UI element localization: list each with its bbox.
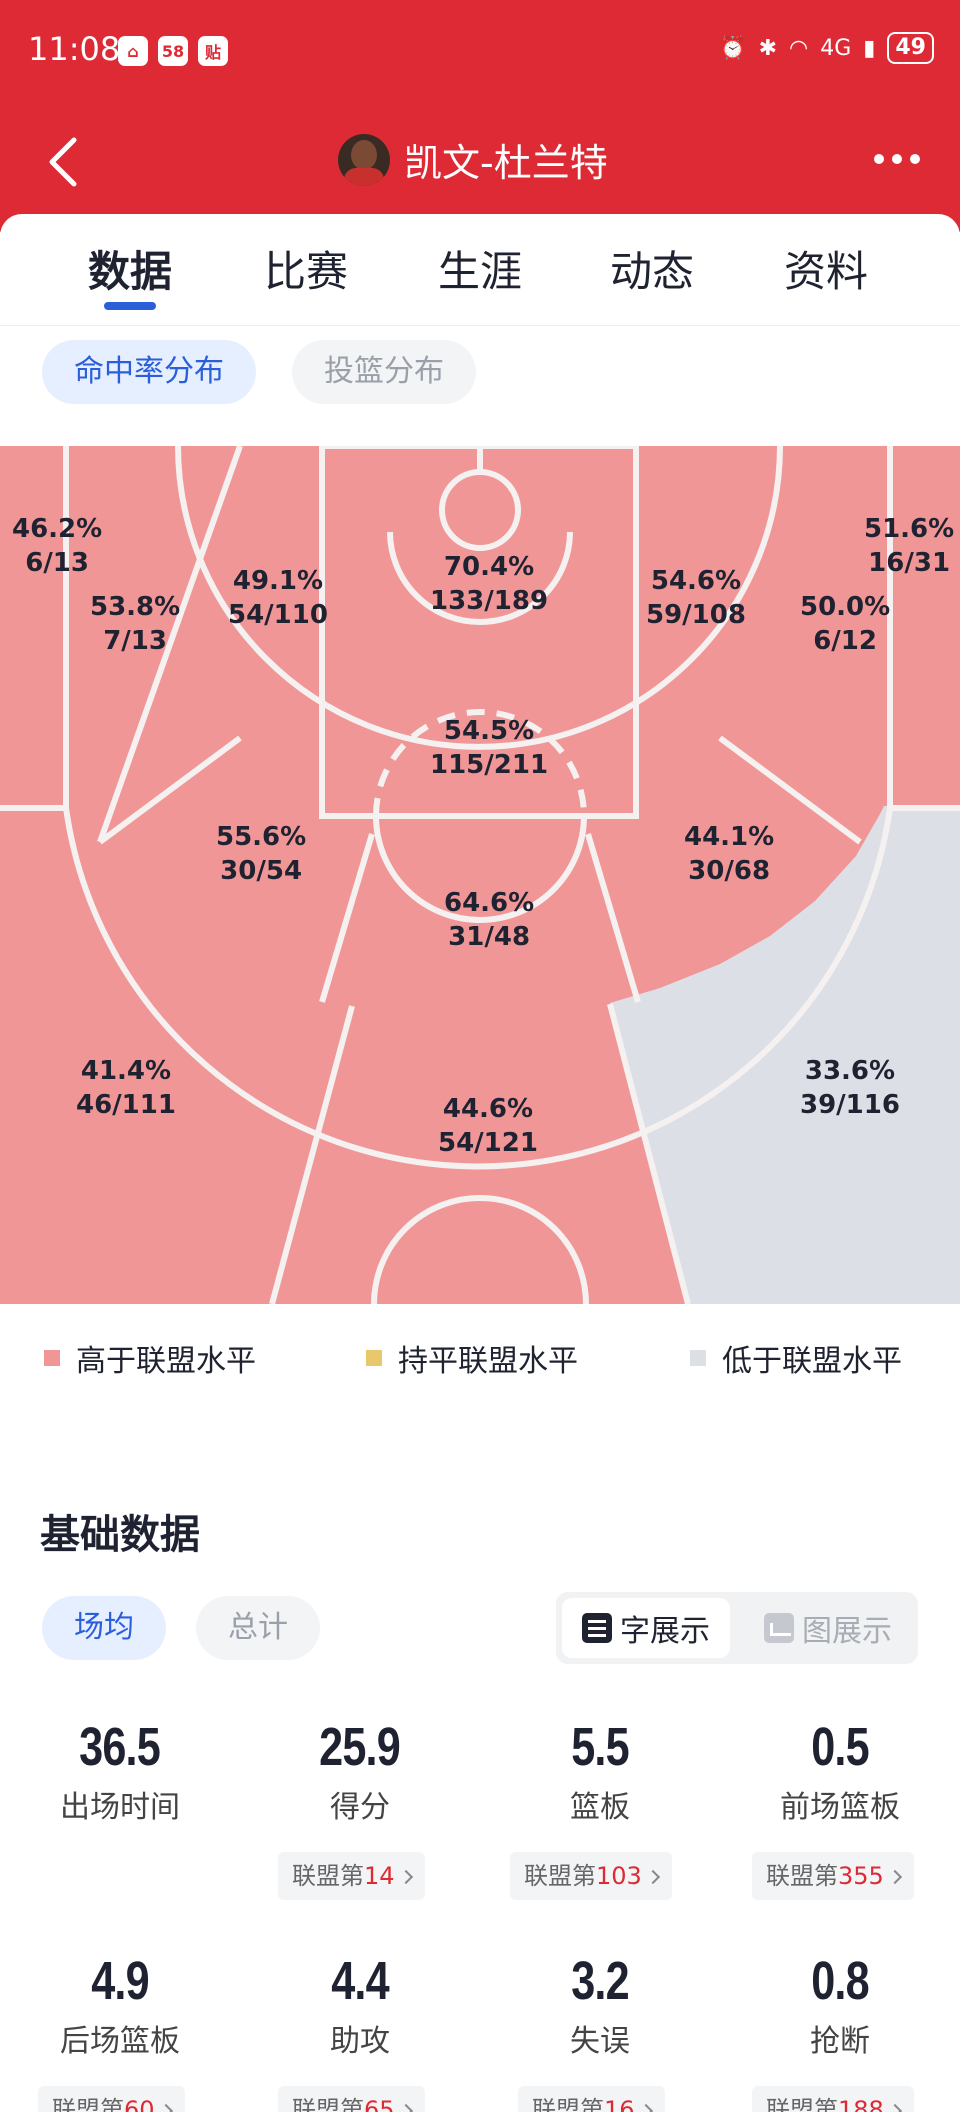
legend-equal: 持平联盟水平 (366, 1336, 578, 1380)
tab-career[interactable]: 生涯 (438, 247, 523, 296)
chevron-right-icon (887, 1869, 902, 1885)
zone-left-wing-3: 41.4% 46/111 (76, 1056, 176, 1120)
rank-defensive-rebounds-link[interactable]: 联盟第60 (38, 2086, 185, 2112)
free-throw-circle-upper (373, 709, 587, 817)
zone-top-3: 44.6% 54/121 (438, 1094, 538, 1158)
paint-box (319, 446, 639, 819)
main-tabs: 数据 比赛 生涯 动态 资料 (0, 214, 960, 326)
chevron-right-icon (398, 1869, 413, 1885)
tieba-app-icon: 贴 (198, 36, 228, 66)
rank-steals-link[interactable]: 联盟第188 (752, 2086, 914, 2112)
shot-chart-legend: 高于联盟水平 持平联盟水平 低于联盟水平 (0, 1336, 960, 1386)
page-title: 凯文-杜兰特 (404, 141, 608, 185)
tab-news[interactable]: 动态 (610, 247, 695, 296)
divider-right-elbow (718, 735, 862, 845)
chevron-right-icon (158, 2103, 173, 2112)
player-title: 凯文-杜兰特 (338, 132, 608, 187)
segment-total-button[interactable]: 总计 (196, 1596, 320, 1660)
status-bar: 11:08 ⌂ 58 贴 ⏰ ✱ ◠ 4G ▮ 49 (0, 0, 960, 104)
divider-left-top3 (269, 1005, 355, 1304)
active-tab-indicator (104, 302, 156, 310)
divider-right-key (585, 833, 641, 1003)
zone-restricted-area: 70.4% 133/189 (430, 552, 549, 616)
zone-top-key-mid: 64.6% 31/48 (444, 888, 535, 952)
zone-left-elbow-mid: 55.6% 30/54 (216, 822, 307, 886)
segment-per-game-button[interactable]: 场均 (42, 1596, 166, 1660)
zone-right-wing-3: 33.6% 39/116 (800, 1056, 900, 1120)
text-view-button[interactable]: 字展示 (562, 1598, 730, 1658)
tab-profile[interactable]: 资料 (784, 247, 869, 296)
chevron-right-icon (887, 2103, 902, 2112)
rank-rebounds-link[interactable]: 联盟第103 (510, 1852, 672, 1900)
center-circle (371, 1195, 589, 1304)
restricted-arc (387, 531, 573, 625)
signal-icon: ▮ (863, 35, 876, 61)
chart-icon (764, 1613, 794, 1643)
rank-points-link[interactable]: 联盟第14 (278, 1852, 425, 1900)
zone-left-short-mid: 49.1% 54/110 (228, 566, 328, 630)
chevron-left-icon[interactable] (44, 134, 84, 190)
stat-defensive-rebounds: 4.9 后场篮板 (60, 1951, 180, 2059)
divider-left-key (319, 833, 375, 1003)
zone-right-wing-3-fill (610, 806, 960, 1304)
tab-games[interactable]: 比赛 (264, 247, 349, 296)
stat-rebounds: 5.5 篮板 (570, 1717, 630, 1825)
tab-data[interactable]: 数据 (88, 247, 173, 296)
mid-range-arc (175, 446, 783, 750)
status-app-badges: ⌂ 58 贴 (118, 36, 228, 66)
zone-paint: 54.5% 115/211 (430, 716, 549, 780)
player-avatar (338, 133, 390, 186)
home-app-icon: ⌂ (118, 36, 148, 66)
battery-indicator: 49 (887, 32, 934, 64)
legend-above: 高于联盟水平 (44, 1336, 256, 1380)
rank-turnovers-link[interactable]: 联盟第16 (518, 2086, 665, 2112)
status-right: ⏰ ✱ ◠ 4G ▮ 49 (719, 32, 934, 64)
bluetooth-icon: ✱ (758, 35, 778, 61)
legend-below: 低于联盟水平 (690, 1336, 902, 1380)
58-app-icon: 58 (158, 36, 188, 66)
zone-left-corner-3: 46.2% 6/13 (12, 514, 103, 578)
shot-chart-court: 46.2% 6/13 53.8% 7/13 49.1% 54/110 70.4% 133… (0, 446, 960, 1304)
more-icon[interactable] (874, 154, 920, 164)
chevron-right-icon (398, 2103, 413, 2112)
list-icon (582, 1613, 612, 1643)
zone-right-elbow-mid: 44.1% 30/68 (684, 822, 775, 886)
header-bar: 11:08 ⌂ 58 贴 ⏰ ✱ ◠ 4G ▮ 49 凯文-杜兰特 (0, 0, 960, 232)
mode-shot-distribution-button[interactable]: 投篮分布 (292, 340, 476, 404)
view-toggle: 字展示 图展示 (556, 1592, 918, 1664)
stat-offensive-rebounds: 0.5 前场篮板 (780, 1717, 900, 1825)
wifi-icon: ◠ (789, 35, 809, 61)
zone-right-corner-3: 51.6% 16/31 (864, 514, 955, 578)
rank-assists-link[interactable]: 联盟第65 (278, 2086, 425, 2112)
mode-fg-pct-button[interactable]: 命中率分布 (42, 340, 256, 404)
legend-swatch-above (44, 1350, 60, 1366)
zone-right-baseline-mid: 50.0% 6/12 (800, 592, 891, 656)
stat-minutes: 36.5 出场时间 (60, 1717, 180, 1825)
chart-view-button[interactable]: 图展示 (744, 1598, 912, 1658)
stat-steals: 0.8 抢断 (810, 1951, 870, 2059)
three-point-line (63, 446, 893, 1170)
chevron-right-icon (638, 2103, 653, 2112)
stat-turnovers: 3.2 失误 (570, 1951, 630, 2059)
divider-right-top3 (607, 1003, 691, 1304)
alarm-icon: ⏰ (719, 35, 747, 61)
zone-right-short-mid: 54.6% 59/108 (646, 566, 746, 630)
legend-swatch-below (690, 1350, 706, 1366)
network-label: 4G (820, 35, 852, 61)
stat-points: 25.9 得分 (319, 1717, 402, 1825)
free-throw-circle-lower (373, 815, 587, 923)
rank-offensive-rebounds-link[interactable]: 联盟第355 (752, 1852, 914, 1900)
nav-bar: 凯文-杜兰特 (0, 110, 960, 210)
shot-chart-mode-switch: 命中率分布 投篮分布 (0, 340, 960, 410)
chevron-right-icon (645, 1869, 660, 1885)
stat-assists: 4.4 助攻 (330, 1951, 390, 2059)
basic-stats-title: 基础数据 (40, 1512, 200, 1558)
court-svg (0, 446, 960, 1304)
legend-swatch-equal (366, 1350, 382, 1366)
zone-left-baseline-mid: 53.8% 7/13 (90, 592, 181, 656)
status-time: 11:08 (28, 30, 121, 68)
divider-left-elbow (98, 735, 242, 845)
